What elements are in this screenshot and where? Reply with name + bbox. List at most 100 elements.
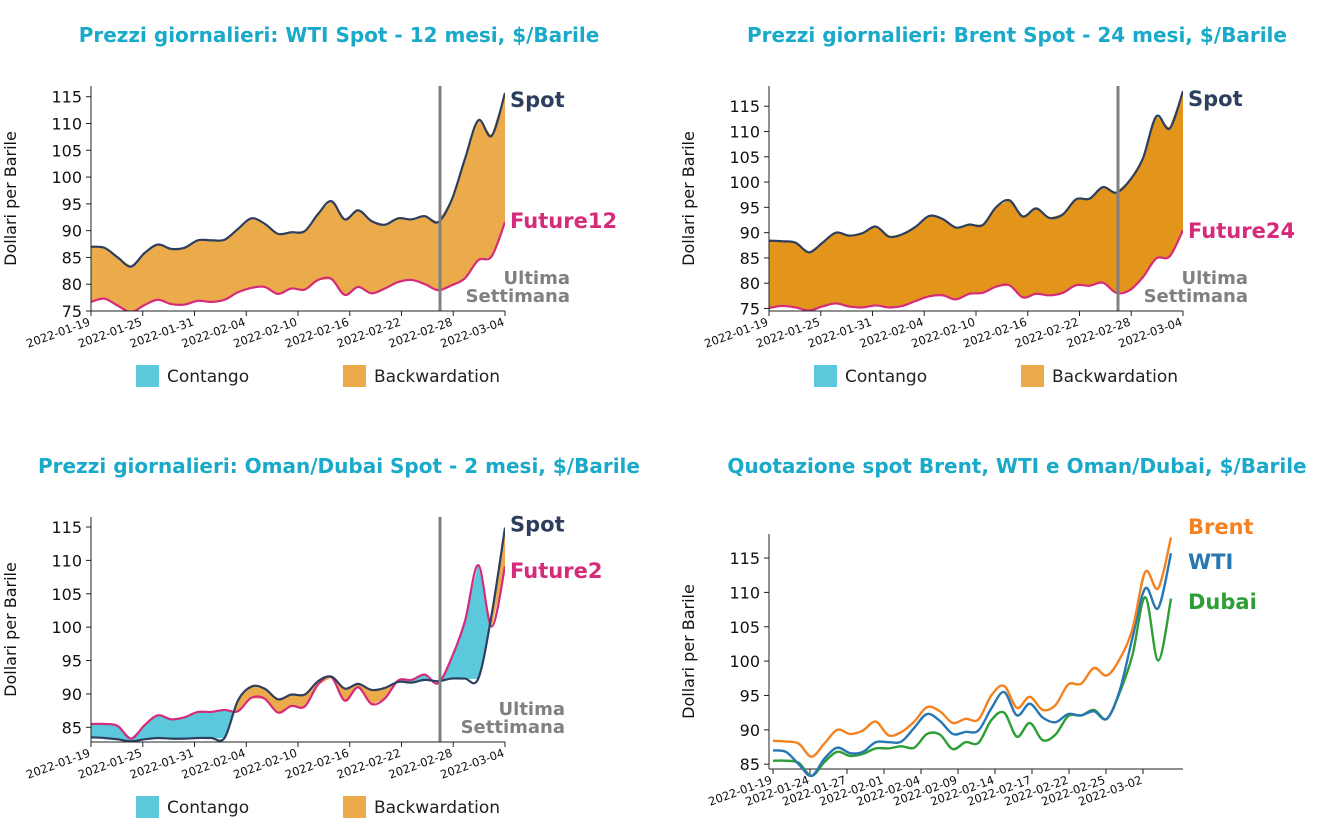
week-label-line2: Settimana bbox=[1144, 286, 1248, 307]
line-wti bbox=[772, 552, 1173, 778]
y-tick-label: 85 bbox=[62, 718, 82, 737]
y-tick-label: 105 bbox=[51, 141, 82, 160]
y-tick-label: 80 bbox=[62, 275, 82, 294]
backwardation-fill bbox=[264, 223, 279, 295]
y-tick-label: 75 bbox=[62, 302, 82, 321]
y-tick-label: 75 bbox=[740, 299, 760, 318]
backwardation-fill bbox=[928, 215, 943, 297]
y-tick-label: 95 bbox=[62, 652, 82, 671]
legend-label-backwardation: Backwardation bbox=[374, 798, 500, 818]
backwardation-fill bbox=[888, 233, 903, 308]
backwardation-fill bbox=[969, 224, 983, 295]
y-tick-label: 95 bbox=[740, 686, 760, 705]
backwardation-fill bbox=[411, 215, 426, 285]
y-tick-label: 115 bbox=[51, 518, 82, 537]
y-tick-label: 90 bbox=[62, 685, 82, 704]
backwardation-fill bbox=[942, 218, 957, 300]
backwardation-fill bbox=[1035, 207, 1050, 296]
backwardation-fill bbox=[902, 226, 917, 307]
y-tick-label: 100 bbox=[729, 173, 760, 192]
backwardation-fill bbox=[995, 199, 1010, 288]
backwardation-fill bbox=[782, 240, 797, 308]
backwardation-fill bbox=[1075, 198, 1090, 287]
y-tick-label: 110 bbox=[729, 583, 760, 602]
future-line bbox=[91, 563, 505, 740]
y-tick-label: 100 bbox=[51, 618, 82, 637]
series-label-brent: Brent bbox=[1188, 515, 1254, 539]
backwardation-fill bbox=[91, 246, 105, 303]
backwardation-fill bbox=[291, 694, 305, 707]
spread-fill bbox=[478, 565, 491, 679]
chart-title: Prezzi giornalieri: WTI Spot - 12 mesi, … bbox=[79, 23, 600, 47]
chart-title: Quotazione spot Brent, WTI e Oman/Dubai,… bbox=[727, 454, 1306, 478]
backwardation-fill bbox=[277, 231, 292, 295]
series-label-wti: WTI bbox=[1188, 550, 1233, 574]
series-label-dubai: Dubai bbox=[1188, 590, 1257, 614]
spot-end-label: Spot bbox=[510, 513, 565, 537]
future-line bbox=[769, 229, 1183, 311]
week-label-line2: Settimana bbox=[461, 717, 565, 738]
y-tick-label: 100 bbox=[729, 652, 760, 671]
backwardation-fill bbox=[291, 230, 305, 290]
y-tick-label: 90 bbox=[62, 222, 82, 241]
backwardation-fill bbox=[157, 244, 172, 305]
backwardation-fill bbox=[184, 239, 199, 305]
backwardation-fill bbox=[477, 119, 492, 261]
week-label-line1: Ultima bbox=[504, 268, 570, 289]
legend-swatch-contango bbox=[136, 796, 159, 818]
backwardation-fill bbox=[384, 217, 399, 289]
legend-swatch-backwardation bbox=[343, 365, 366, 387]
chart-dubai: 8590951001051101152022-01-192022-01-2520… bbox=[1, 454, 640, 818]
backwardation-fill bbox=[1142, 116, 1157, 279]
legend-swatch-backwardation bbox=[343, 796, 366, 818]
plot-area bbox=[769, 90, 1183, 311]
y-tick-label: 115 bbox=[51, 88, 82, 107]
backwardation-fill bbox=[371, 220, 386, 294]
y-tick-label: 90 bbox=[740, 721, 760, 740]
spot-end-label: Spot bbox=[1188, 87, 1243, 111]
contango-fill bbox=[210, 709, 225, 739]
legend-swatch-contango bbox=[814, 365, 837, 387]
backwardation-fill bbox=[835, 232, 850, 307]
y-tick-label: 85 bbox=[740, 755, 760, 774]
backwardation-fill bbox=[875, 225, 890, 308]
line-brent bbox=[772, 537, 1173, 758]
backwardation-fill bbox=[397, 217, 412, 283]
y-tick-label: 85 bbox=[740, 249, 760, 268]
legend-label-backwardation: Backwardation bbox=[1052, 367, 1178, 387]
chart-brent: 75808590951001051101152022-01-192022-01-… bbox=[679, 23, 1295, 387]
y-axis-label: Dollari per Barile bbox=[1, 562, 20, 697]
backwardation-fill bbox=[170, 247, 185, 305]
backwardation-fill bbox=[769, 240, 783, 309]
y-tick-label: 80 bbox=[740, 274, 760, 293]
y-tick-label: 90 bbox=[740, 224, 760, 243]
backwardation-fill bbox=[862, 226, 877, 308]
backwardation-fill bbox=[237, 217, 252, 293]
backwardation-fill bbox=[210, 239, 225, 303]
backwardation-fill bbox=[424, 215, 439, 291]
legend-label-contango: Contango bbox=[167, 367, 249, 387]
week-label-line2: Settimana bbox=[466, 286, 570, 307]
legend: Contango Backwardation bbox=[814, 365, 1178, 387]
y-tick-label: 85 bbox=[62, 248, 82, 267]
spot-end-label: Spot bbox=[510, 88, 565, 112]
legend-label-backwardation: Backwardation bbox=[374, 367, 500, 387]
y-tick-label: 110 bbox=[51, 115, 82, 134]
chart-title: Prezzi giornalieri: Oman/Dubai Spot - 2 … bbox=[38, 454, 640, 478]
chart-title: Prezzi giornalieri: Brent Spot - 24 mesi… bbox=[747, 23, 1287, 47]
spot-line bbox=[91, 527, 505, 742]
backwardation-fill bbox=[1102, 186, 1117, 294]
future-end-label: Future12 bbox=[510, 209, 617, 233]
y-tick-label: 105 bbox=[729, 618, 760, 637]
legend: Contango Backwardation bbox=[136, 365, 500, 387]
backwardation-fill bbox=[464, 120, 479, 280]
contango-fill bbox=[91, 723, 105, 739]
backwardation-fill bbox=[304, 213, 319, 291]
backwardation-fill bbox=[1155, 115, 1170, 259]
backwardation-fill bbox=[250, 217, 265, 289]
backwardation-fill bbox=[344, 209, 359, 296]
y-tick-label: 100 bbox=[51, 168, 82, 187]
y-tick-label: 115 bbox=[729, 97, 760, 116]
backwardation-fill bbox=[848, 232, 863, 308]
